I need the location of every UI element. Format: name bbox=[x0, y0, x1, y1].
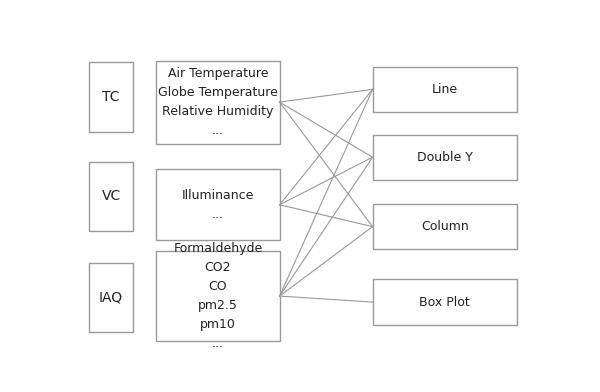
FancyBboxPatch shape bbox=[157, 61, 280, 143]
FancyBboxPatch shape bbox=[89, 62, 133, 132]
Text: Formaldehyde
CO2
CO
pm2.5
pm10
...: Formaldehyde CO2 CO pm2.5 pm10 ... bbox=[173, 242, 263, 350]
Text: Box Plot: Box Plot bbox=[419, 296, 470, 309]
FancyBboxPatch shape bbox=[373, 279, 517, 325]
FancyBboxPatch shape bbox=[373, 134, 517, 180]
FancyBboxPatch shape bbox=[157, 251, 280, 341]
Text: IAQ: IAQ bbox=[99, 290, 123, 305]
FancyBboxPatch shape bbox=[157, 169, 280, 240]
Text: TC: TC bbox=[102, 90, 120, 104]
Text: Line: Line bbox=[431, 83, 458, 96]
Text: Illuminance
...: Illuminance ... bbox=[182, 189, 254, 221]
FancyBboxPatch shape bbox=[89, 263, 133, 332]
FancyBboxPatch shape bbox=[373, 204, 517, 249]
FancyBboxPatch shape bbox=[373, 67, 517, 112]
FancyBboxPatch shape bbox=[89, 162, 133, 231]
Text: Air Temperature
Globe Temperature
Relative Humidity
...: Air Temperature Globe Temperature Relati… bbox=[158, 67, 278, 137]
Text: VC: VC bbox=[101, 189, 121, 203]
Text: Double Y: Double Y bbox=[417, 151, 473, 164]
Text: Column: Column bbox=[421, 220, 469, 233]
